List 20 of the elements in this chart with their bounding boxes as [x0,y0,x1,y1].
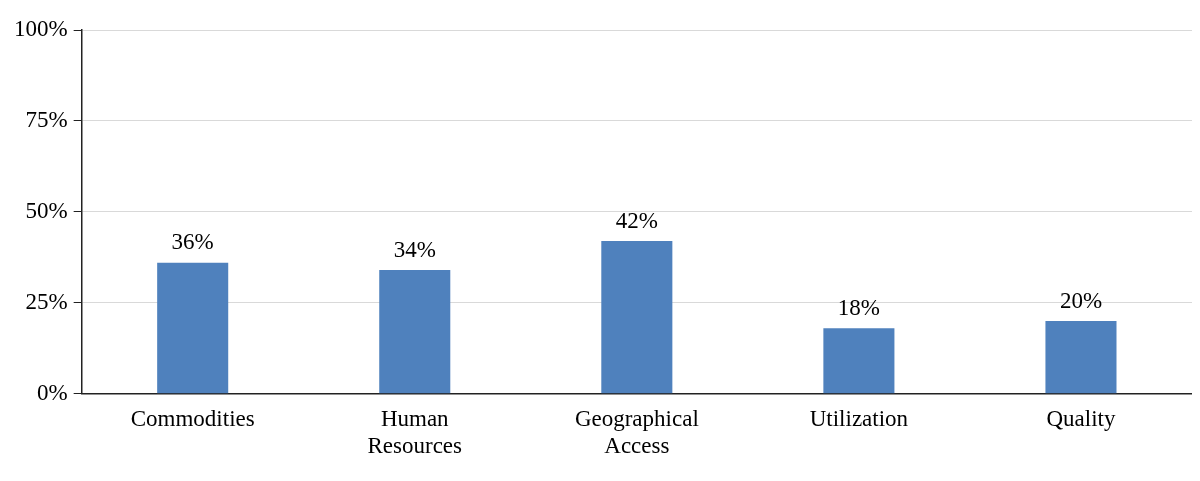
y-tick-label: 75% [25,107,68,132]
y-tick-label: 0% [36,379,68,405]
y-tick-label: 100% [13,16,68,42]
data-label: 18% [837,294,880,320]
x-tick-label: Geographical Access [574,405,699,459]
bar [1045,321,1117,394]
data-label: 42% [615,207,658,233]
bar [601,241,673,394]
data-label: 20% [1059,287,1103,313]
y-tick-label: 50% [25,197,68,223]
data-label: 34% [393,236,436,262]
x-tick-label: Quality [1046,405,1116,431]
data-label: 36% [171,229,214,255]
x-tick-label: Commodities [130,405,255,431]
bar [823,328,895,394]
x-tick-label: Human Resources [367,405,463,459]
bar [157,262,229,394]
bar [379,270,451,394]
x-tick-label: Utilization [809,405,909,431]
y-tick-label: 25% [25,288,68,314]
